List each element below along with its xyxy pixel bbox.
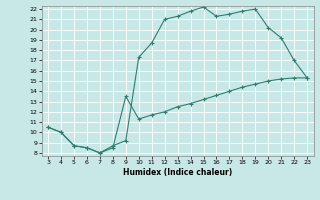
X-axis label: Humidex (Indice chaleur): Humidex (Indice chaleur) [123,168,232,177]
